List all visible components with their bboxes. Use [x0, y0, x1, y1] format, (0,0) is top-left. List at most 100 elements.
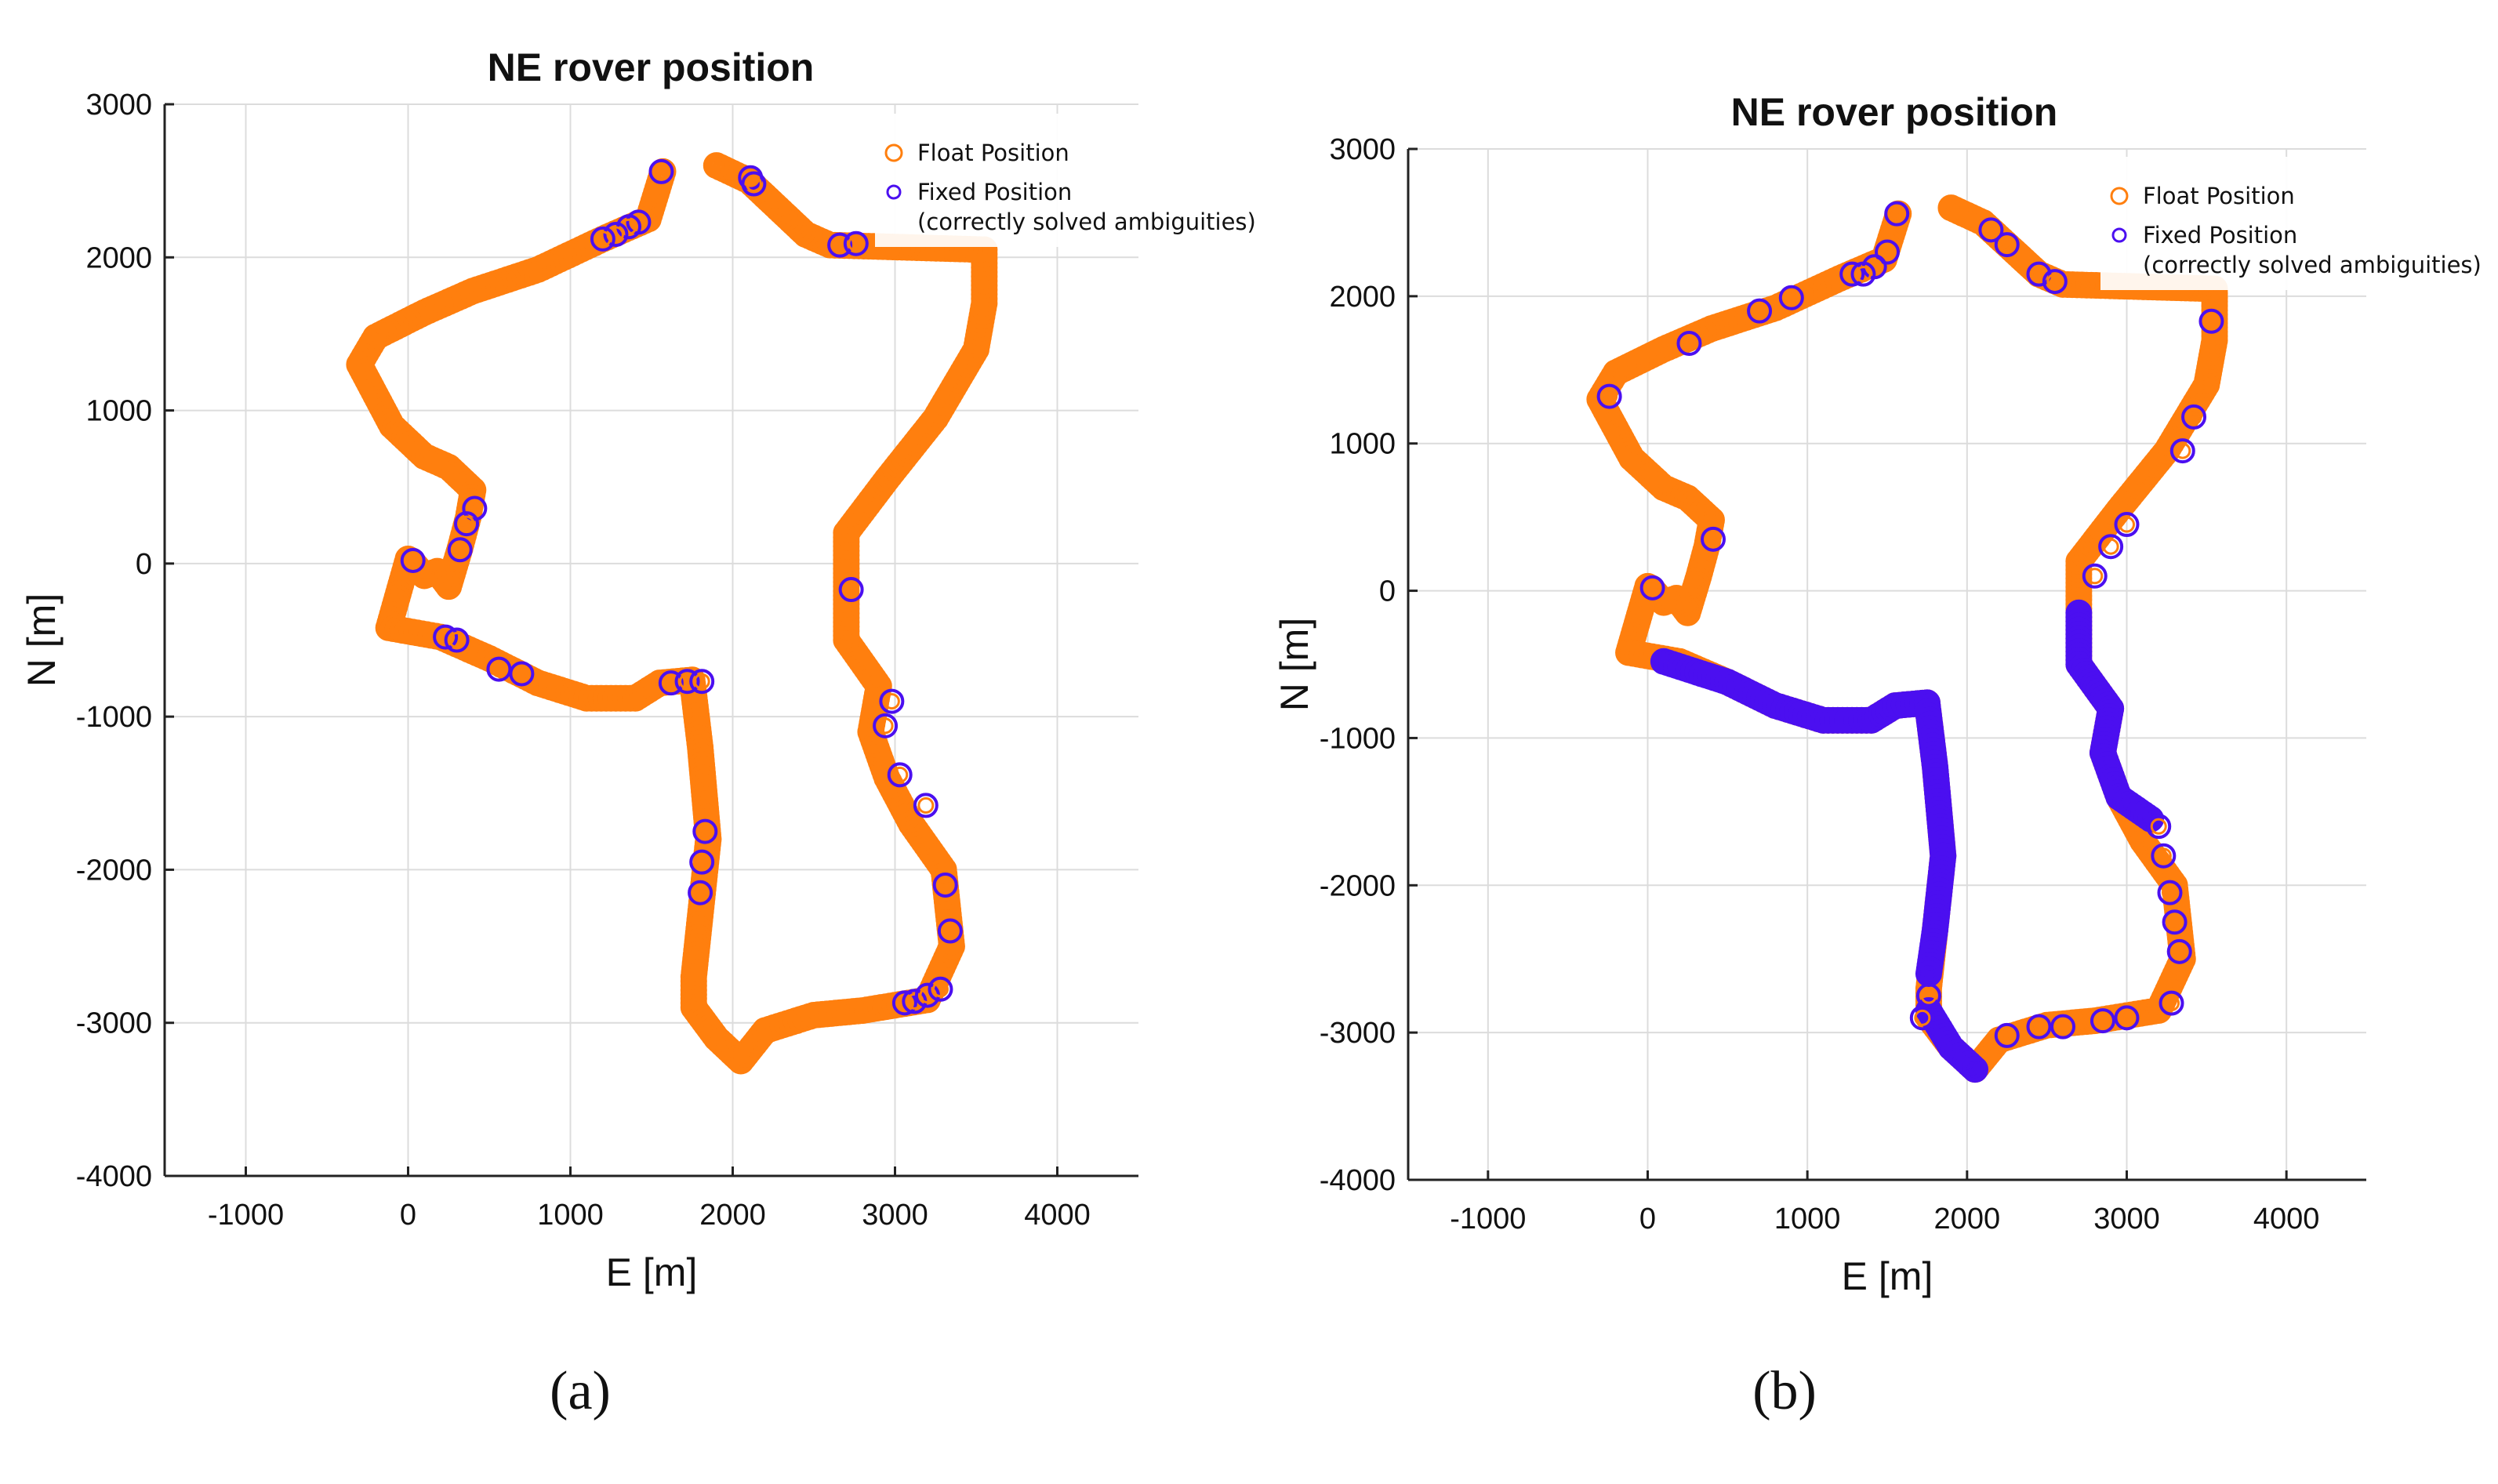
float-point — [1937, 194, 1965, 222]
float-point-overlap — [452, 541, 469, 558]
fixed-point — [741, 171, 767, 197]
y-tick-label: 3000 — [85, 89, 152, 122]
float-point-overlap — [652, 163, 670, 180]
fixed-point — [689, 669, 715, 695]
x-axis-label: E [m] — [606, 1250, 698, 1294]
float-point-overlap — [1854, 266, 1872, 283]
float-point-overlap — [2054, 1018, 2071, 1036]
y-tick-label: 2000 — [1329, 281, 1396, 314]
fixed-point — [937, 918, 963, 944]
legend-box — [875, 114, 1275, 247]
float-point-overlap — [1644, 579, 1661, 597]
float-point-overlap — [1982, 221, 1999, 238]
fixed-point — [1596, 383, 1622, 409]
x-axis-label: E [m] — [1842, 1254, 1933, 1298]
fixed-point — [827, 232, 853, 258]
fixed-point — [1978, 217, 2004, 243]
fixed-point — [692, 818, 718, 844]
y-tick-label: -2000 — [1320, 869, 1396, 902]
y-tick-label: -2000 — [76, 854, 152, 887]
float-point-overlap — [937, 876, 954, 894]
legend: Float Position Fixed Position (correctly s… — [2100, 157, 2498, 290]
float-point-overlap — [1705, 531, 1722, 548]
fixed-point — [1839, 261, 1865, 287]
float-point-overlap — [2171, 943, 2188, 960]
float-point-overlap — [2155, 847, 2172, 865]
legend-fixed-label: Fixed Position — [2143, 222, 2297, 249]
y-tick-label: 0 — [1379, 575, 1396, 608]
float-point-overlap — [458, 515, 475, 532]
float-point-overlap — [2166, 913, 2184, 931]
legend-float-marker — [884, 143, 903, 162]
fixed-point — [1639, 575, 1665, 600]
float-point-overlap — [1843, 266, 1861, 283]
x-tick-label: -1000 — [208, 1199, 284, 1232]
fixed-point — [1747, 298, 1773, 324]
fixed-point — [1850, 261, 1876, 287]
fixed-point — [447, 537, 473, 563]
x-tick-label: 4000 — [1024, 1199, 1091, 1232]
fixed-point — [1778, 285, 1804, 310]
y-tick-label: -3000 — [76, 1007, 152, 1040]
fixed-point — [2114, 1005, 2140, 1031]
float-point-overlap — [1879, 244, 1896, 260]
fixed-point — [2042, 269, 2068, 295]
fixed-point — [838, 577, 864, 603]
float-point-overlap — [942, 923, 959, 940]
fixed-point — [913, 793, 939, 818]
float-point-overlap — [843, 581, 860, 598]
y-tick-label: -1000 — [76, 701, 152, 734]
fixed-point — [879, 688, 905, 714]
float-point-overlap — [490, 661, 507, 678]
x-tick-label: 2000 — [699, 1199, 766, 1232]
legend-fixed-sublabel: (correctly solved ambiguities) — [917, 209, 1256, 235]
legend: Float Position Fixed Position (correctly s… — [875, 114, 1275, 247]
data-points — [1586, 194, 2228, 1083]
caption-a: (a) — [550, 1361, 611, 1421]
y-tick-label: 3000 — [1329, 133, 1396, 166]
fixed-point — [928, 976, 953, 1002]
float-point-overlap — [917, 796, 935, 814]
legend-float-label: Float Position — [2143, 183, 2295, 209]
float-point-overlap — [2086, 568, 2104, 585]
fixed-point — [1994, 1022, 2020, 1048]
x-tick-label: 2000 — [1934, 1203, 2001, 1235]
legend-fixed-marker — [886, 184, 902, 200]
y-tick-label: 1000 — [85, 395, 152, 428]
fixed-point — [2026, 261, 2052, 287]
fixed-point — [1915, 983, 1941, 1009]
float-point-overlap — [906, 992, 923, 1010]
fixed-point — [454, 511, 480, 537]
float-point-overlap — [2185, 408, 2202, 426]
data-points — [346, 152, 998, 1075]
y-tick-label: 0 — [136, 548, 152, 581]
float-point-overlap — [663, 674, 680, 691]
fixed-point — [2166, 938, 2192, 964]
fixed-point — [689, 849, 715, 875]
float-point-overlap — [883, 693, 900, 710]
fixed-point — [2082, 563, 2108, 589]
fixed-point — [648, 158, 674, 184]
fixed-point — [688, 880, 713, 905]
fixed-point — [2198, 308, 2224, 334]
float-point-overlap — [2174, 442, 2191, 459]
float-point-overlap — [1601, 388, 1618, 405]
float-point-overlap — [1920, 987, 1937, 1004]
fixed-point — [2050, 1014, 2076, 1040]
fixed-point — [674, 669, 700, 695]
chart-b-svg: -1000 0 1000 2000 3000 4000 -4000 -3000 -2000 -10… — [1273, 90, 2498, 1298]
float-point-overlap — [1783, 289, 1800, 307]
y-tick-label: -1000 — [1320, 722, 1396, 755]
float-point-overlap — [1914, 1009, 1931, 1026]
chart-panel-b: -1000 0 1000 2000 3000 4000 -4000 -3000 -2000 -10… — [1249, 0, 2498, 1484]
fixed-point — [433, 624, 459, 650]
legend-float-marker — [2110, 187, 2129, 205]
x-tick-label: 0 — [1639, 1203, 1656, 1235]
float-point-overlap — [513, 665, 530, 682]
fixed-point — [2114, 512, 2140, 538]
fixed-point — [2098, 534, 2124, 560]
chart-a-svg: -1000 0 1000 2000 3000 4000 -4000 -3000 -2000 -10… — [20, 45, 1256, 1294]
float-point-overlap — [848, 235, 865, 252]
y-axis-label: N [m] — [20, 593, 64, 687]
fixed-point — [932, 872, 958, 898]
